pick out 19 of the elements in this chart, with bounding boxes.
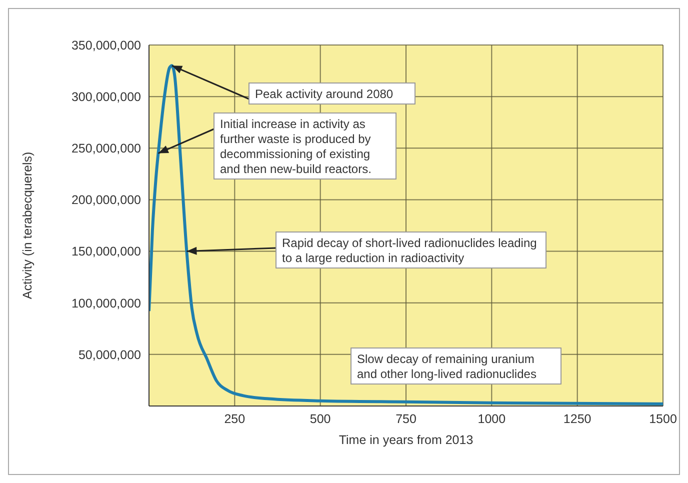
annotation: Rapid decay of short-lived radionuclides leading to a large reduction in radioactivity	[282, 236, 537, 265]
annotation: Initial increase in activity as further waste is produced by decommissioning of existing and then new-build reactors.	[220, 117, 372, 176]
x-tick-label: 500	[310, 412, 331, 426]
y-tick-label: 50,000,000	[78, 348, 142, 362]
x-tick-label: 1500	[649, 412, 677, 426]
annotation: Peak activity around 2080	[255, 87, 394, 101]
y-tick-label: 250,000,000	[71, 142, 142, 156]
y-tick-label: 300,000,000	[71, 90, 142, 104]
y-axis-title: Activity (in terabecquerels)	[20, 152, 34, 300]
annotation: Slow decay of remaining uranium and other long-lived radionuclides	[357, 352, 536, 381]
x-tick-label: 250	[224, 412, 246, 426]
x-tick-label: 750	[396, 412, 416, 426]
x-tick-label: 1000	[478, 412, 506, 426]
y-tick-label: 350,000,000	[71, 38, 142, 52]
y-tick-label: 100,000,000	[71, 296, 142, 310]
x-axis-title: Time in years from 2013	[338, 433, 474, 447]
y-tick-label: 200,000,000	[71, 193, 142, 208]
y-tick-label: 150,000,000	[71, 244, 142, 259]
x-tick-label: 1250	[563, 412, 592, 426]
